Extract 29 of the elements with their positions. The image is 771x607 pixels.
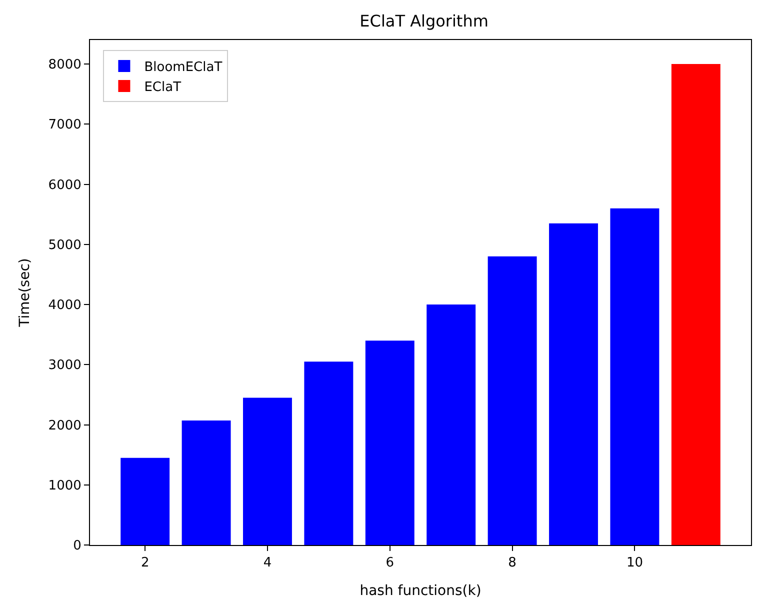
y-tick-label: 1000 [48, 478, 82, 494]
x-axis-title: hash functions(k) [360, 582, 482, 599]
bar [610, 208, 660, 545]
y-tick-label: 4000 [48, 298, 82, 314]
bar [671, 64, 720, 545]
legend-label: BloomEClaT [144, 60, 222, 76]
x-tick-label: 8 [508, 556, 516, 571]
x-tick-label: 4 [263, 556, 272, 571]
bar [182, 420, 231, 545]
bar [304, 362, 354, 545]
y-tick-label: 5000 [48, 238, 82, 253]
x-tick-label: 10 [626, 556, 643, 571]
x-tick-label: 2 [140, 556, 150, 571]
bar [243, 398, 292, 545]
y-tick-label: 7000 [48, 118, 82, 133]
bar [365, 340, 414, 545]
legend-label: EClaT [144, 80, 182, 96]
y-tick-label: 3000 [48, 358, 82, 374]
bar [549, 223, 598, 545]
bar [426, 304, 476, 545]
y-tick-label: 0 [73, 538, 82, 554]
y-tick-label: 2000 [48, 418, 82, 434]
bar [488, 256, 537, 545]
chart-title: EClaT Algorithm [360, 11, 488, 30]
y-tick-label: 8000 [48, 58, 82, 73]
bar [120, 458, 170, 545]
x-tick-label: 6 [386, 556, 394, 571]
y-axis-title: Time(sec) [16, 258, 33, 328]
y-tick-label: 6000 [48, 178, 82, 193]
